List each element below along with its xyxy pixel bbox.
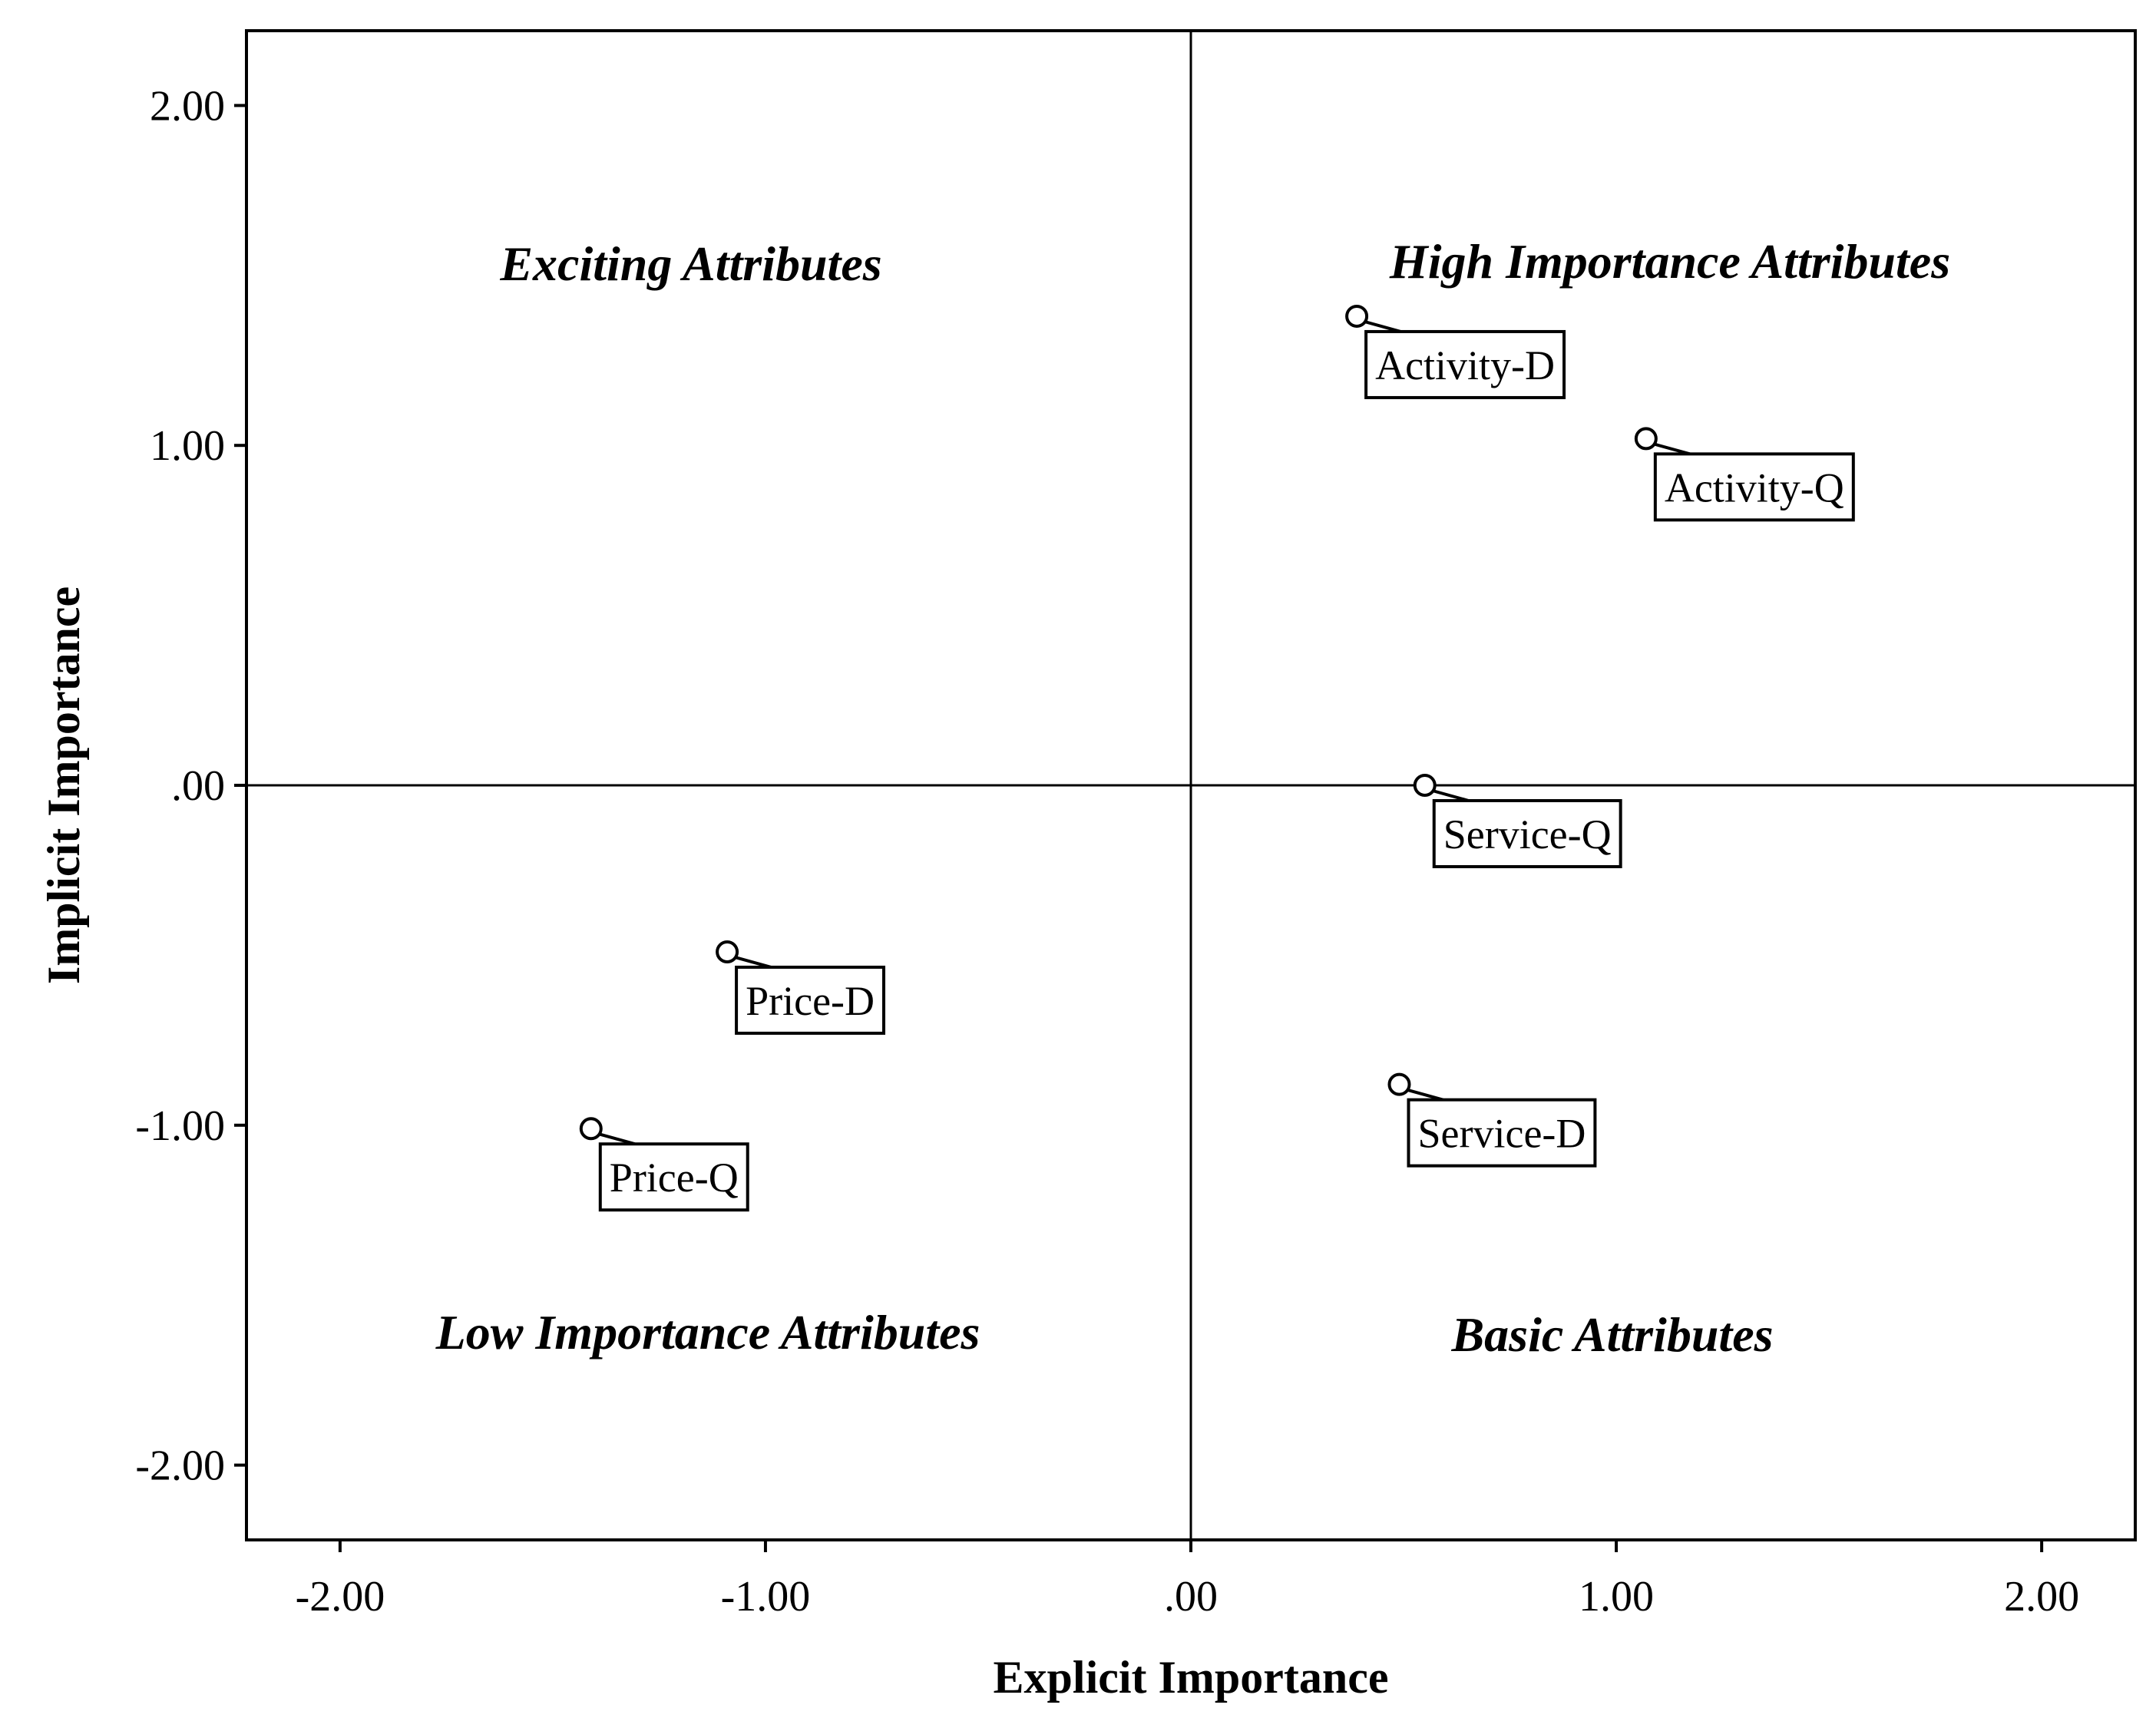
point-leader-line bbox=[734, 956, 772, 969]
point-leader-line bbox=[1653, 442, 1691, 456]
quadrant-label-bottom-right: Basic Attributes bbox=[1450, 1307, 1773, 1362]
y-tick-label: -1.00 bbox=[135, 1102, 225, 1150]
x-tick-label: .00 bbox=[1164, 1573, 1218, 1621]
point-leader-line bbox=[1406, 1088, 1444, 1102]
point-price-q: Price-Q bbox=[579, 1117, 749, 1212]
point-label: Price-Q bbox=[610, 1155, 739, 1201]
y-tick-label: .00 bbox=[171, 762, 225, 810]
point-label-box bbox=[1653, 452, 1855, 522]
point-label: Activity-Q bbox=[1665, 464, 1844, 510]
point-service-d: Service-D bbox=[1387, 1072, 1597, 1168]
x-tick-label: -2.00 bbox=[296, 1573, 385, 1621]
point-label-box bbox=[735, 965, 886, 1035]
point-label: Service-Q bbox=[1443, 811, 1612, 857]
quadrant-labels: Exciting Attributes High Importance Attri… bbox=[435, 234, 1951, 1362]
point-label: Service-D bbox=[1417, 1111, 1586, 1157]
x-tick-label: 2.00 bbox=[2004, 1573, 2079, 1621]
point-marker bbox=[1413, 774, 1437, 797]
y-tick-label: 1.00 bbox=[150, 422, 225, 470]
point-label-box bbox=[1432, 799, 1622, 868]
quadrant-label-top-left: Exciting Attributes bbox=[499, 236, 881, 291]
x-tick-label: 1.00 bbox=[1579, 1573, 1654, 1621]
point-label: Activity-D bbox=[1375, 342, 1555, 388]
point-label-box bbox=[1407, 1098, 1597, 1168]
point-marker bbox=[579, 1117, 603, 1141]
point-activity-d: Activity-D bbox=[1345, 304, 1566, 399]
quadrant-label-bottom-left: Low Importance Attributes bbox=[435, 1305, 980, 1360]
point-price-d: Price-D bbox=[716, 940, 886, 1035]
x-axis-ticks: -2.00 -1.00 .00 1.00 2.00 bbox=[296, 1540, 2079, 1621]
point-marker bbox=[1345, 304, 1369, 328]
y-axis-title: Implicit Importance bbox=[38, 586, 89, 984]
point-label: Price-D bbox=[746, 978, 875, 1024]
y-axis-ticks: -2.00 -1.00 .00 1.00 2.00 bbox=[135, 82, 246, 1490]
x-tick-label: -1.00 bbox=[721, 1573, 811, 1621]
point-service-q: Service-Q bbox=[1413, 774, 1622, 868]
reference-lines bbox=[246, 31, 2135, 1540]
point-label-box bbox=[598, 1142, 749, 1212]
point-label-box bbox=[1364, 329, 1566, 399]
point-marker bbox=[1387, 1072, 1411, 1096]
point-marker bbox=[716, 940, 739, 963]
point-leader-line bbox=[598, 1132, 636, 1146]
y-tick-label: -2.00 bbox=[135, 1442, 225, 1490]
x-axis-title: Explicit Importance bbox=[994, 1652, 1389, 1703]
y-tick-label: 2.00 bbox=[150, 82, 225, 130]
point-activity-q: Activity-Q bbox=[1634, 427, 1855, 522]
point-leader-line bbox=[1364, 320, 1401, 333]
point-marker bbox=[1634, 427, 1658, 451]
point-leader-line bbox=[1432, 789, 1470, 802]
quadrant-label-top-right: High Importance Attributes bbox=[1389, 234, 1950, 289]
data-points: Activity-D Activity-Q Service-Q Price-D Pric… bbox=[579, 304, 1855, 1212]
